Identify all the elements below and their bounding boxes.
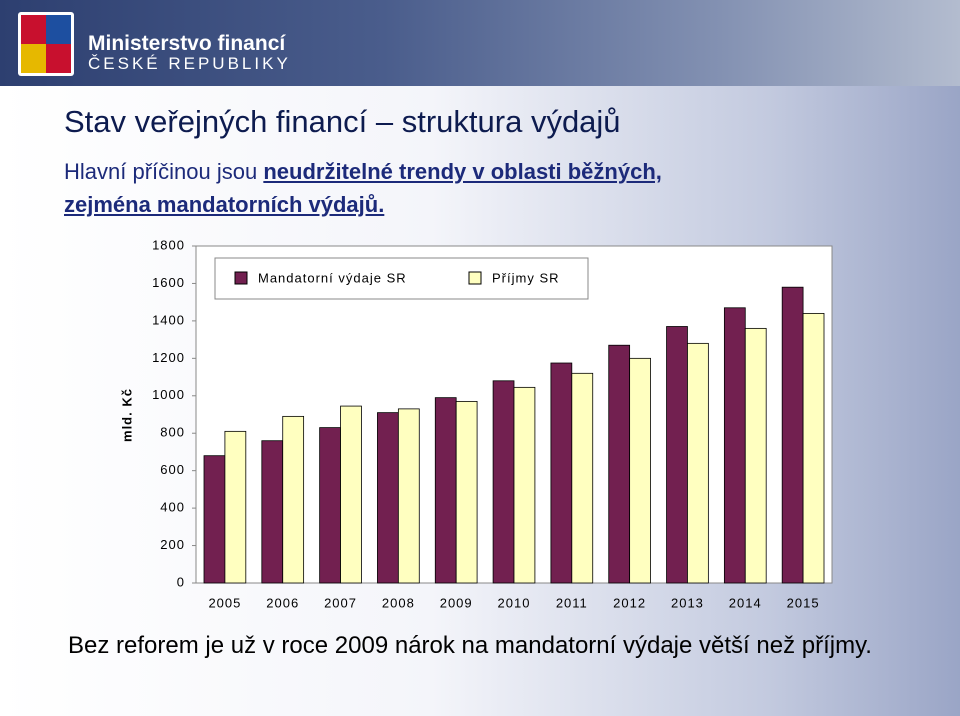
x-tick-label: 2013 xyxy=(671,595,704,610)
bar xyxy=(629,357,651,584)
bar xyxy=(802,312,825,584)
subtitle-text: Hlavní příčinou jsou xyxy=(64,159,258,184)
y-tick-label: 1600 xyxy=(152,275,185,290)
x-tick-label: 2007 xyxy=(324,595,357,610)
logo-emblem xyxy=(18,12,74,76)
x-tick-label: 2010 xyxy=(498,595,531,610)
bar xyxy=(550,362,573,584)
bar xyxy=(282,415,305,584)
y-tick-label: 1400 xyxy=(152,312,185,327)
y-tick-label: 1800 xyxy=(152,237,185,252)
bar xyxy=(224,430,247,584)
legend-swatch xyxy=(468,271,482,285)
slide-title: Stav veřejných financí – struktura výdaj… xyxy=(64,104,621,139)
y-tick-label: 400 xyxy=(160,500,185,515)
y-axis-label: mld. Kč xyxy=(119,388,134,442)
legend-label: Mandatorní výdaje SR xyxy=(258,270,407,285)
bar xyxy=(608,344,631,584)
bar xyxy=(492,380,515,584)
x-tick-label: 2005 xyxy=(208,595,241,610)
bar xyxy=(203,455,226,584)
y-tick-label: 600 xyxy=(160,462,185,477)
bar xyxy=(319,427,341,584)
bar xyxy=(340,405,362,584)
subtitle-emphasis: zejména mandatorních výdajů. xyxy=(64,192,385,217)
bar xyxy=(687,342,709,584)
subtitle-emphasis: neudržitelné trendy v oblasti běžných, xyxy=(263,159,662,184)
x-tick-label: 2012 xyxy=(613,595,646,610)
x-tick-label: 2014 xyxy=(729,595,762,610)
bar xyxy=(744,327,767,584)
y-tick-label: 800 xyxy=(160,425,185,440)
bar xyxy=(261,440,284,584)
bar xyxy=(434,397,457,584)
bar xyxy=(455,400,478,584)
x-tick-label: 2011 xyxy=(556,595,588,610)
legend-label: Příjmy SR xyxy=(492,270,560,285)
logo-line: ČESKÉ REPUBLIKY xyxy=(88,54,291,73)
slide-subtitle: Hlavní příčinou jsou neudržitelné trendy… xyxy=(64,155,662,221)
bar xyxy=(377,412,399,584)
conclusion: Bez reforem je už v roce 2009 nárok na m… xyxy=(68,632,872,659)
legend-swatch xyxy=(234,271,248,285)
bar xyxy=(513,386,536,584)
y-tick-label: 200 xyxy=(160,537,185,552)
x-tick-label: 2015 xyxy=(787,595,820,610)
x-tick-label: 2006 xyxy=(266,595,299,610)
legend-box xyxy=(214,257,589,300)
bar xyxy=(571,372,594,584)
y-tick-label: 0 xyxy=(177,574,185,589)
x-tick-label: 2009 xyxy=(440,595,473,610)
bar xyxy=(781,286,804,584)
bar xyxy=(666,326,688,584)
y-tick-label: 1200 xyxy=(152,350,185,365)
x-tick-label: 2008 xyxy=(382,595,415,610)
logo-line: Ministerstvo financí xyxy=(88,32,286,55)
bar xyxy=(723,307,746,584)
header-banner: Ministerstvo financí ČESKÉ REPUBLIKY xyxy=(0,0,960,86)
y-tick-label: 1000 xyxy=(152,387,185,402)
bar xyxy=(397,408,420,584)
